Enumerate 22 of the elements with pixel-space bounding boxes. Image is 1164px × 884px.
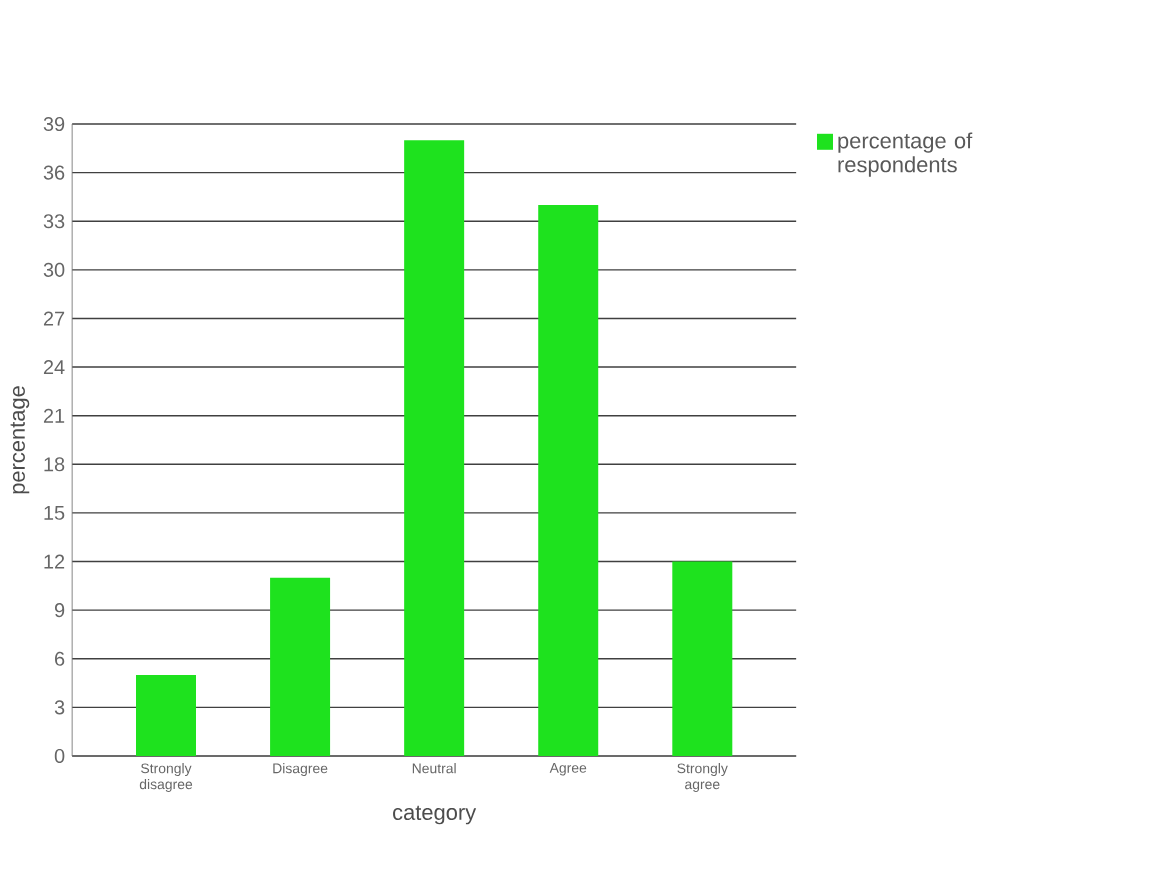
y-tick-label: 27: [43, 311, 65, 326]
bar: [672, 561, 733, 756]
bar: [538, 205, 599, 756]
legend-label: percentage of respondents: [838, 132, 973, 177]
y-tick-label: 12: [44, 554, 65, 569]
y-tick-label: 15: [44, 505, 65, 520]
y-axis-title: percentage: [10, 386, 30, 494]
bar: [136, 674, 196, 756]
y-tick-label: 24: [43, 360, 65, 375]
y-tick-label: 9: [54, 603, 65, 618]
y-tick-label: 21: [43, 408, 65, 423]
y-tick-label: 0: [54, 748, 65, 764]
y-tick-label: 36: [43, 165, 65, 180]
y-tick-label: 18: [44, 457, 65, 472]
y-tick-label: 33: [43, 214, 65, 229]
x-axis-title: category: [393, 805, 477, 825]
y-tick-label: 30: [43, 262, 65, 277]
bar: [270, 577, 331, 756]
y-tick-label: 3: [54, 700, 65, 715]
y-tick-label: 6: [55, 651, 65, 666]
bar: [404, 140, 465, 756]
y-tick-label: 39: [43, 116, 65, 132]
